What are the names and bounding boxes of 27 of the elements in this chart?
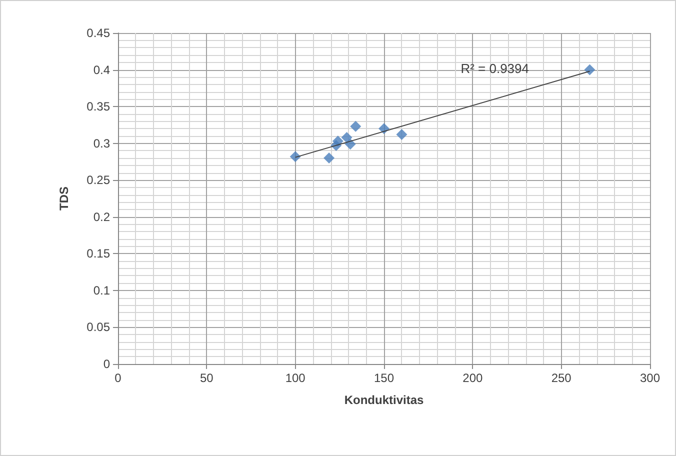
- x-tick-label: 150: [374, 371, 394, 385]
- y-tick-label: 0.4: [93, 62, 110, 77]
- annotation: R² = 0.9394: [460, 61, 529, 76]
- y-tick-label: 0.35: [86, 100, 110, 114]
- y-tick-label: 0.2: [93, 210, 110, 224]
- x-tick-label: 50: [200, 371, 214, 385]
- x-tick-label: 250: [551, 371, 572, 385]
- y-axis-title: TDS: [57, 186, 71, 210]
- y-tick-label: 0.25: [86, 173, 110, 188]
- point: [332, 136, 344, 147]
- point: [350, 120, 362, 132]
- point: [584, 64, 596, 76]
- y-tick-label: 0.15: [86, 246, 110, 261]
- y-tick-label: 0.3: [93, 136, 110, 150]
- point: [324, 152, 335, 164]
- y-tick-label: 0: [103, 357, 110, 371]
- y-tick-label: 0.45: [86, 26, 110, 40]
- x-tick-label: 100: [285, 371, 306, 385]
- point: [396, 129, 408, 140]
- x-tick-label: 300: [640, 371, 660, 385]
- y-tick-label: 0.05: [86, 320, 110, 334]
- x-tick-label: 200: [462, 371, 483, 385]
- y-tick-label: 0.1: [93, 283, 110, 298]
- x-tick-label: 0: [114, 371, 122, 385]
- point: [341, 132, 352, 143]
- x-axis-title: Konduktivitas: [344, 393, 424, 407]
- point: [290, 151, 301, 162]
